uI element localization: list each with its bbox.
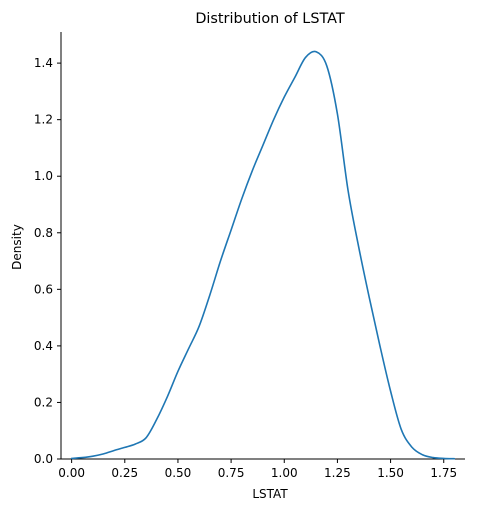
x-tick-label: 0.00: [58, 466, 85, 480]
y-tick-label: 0.6: [34, 282, 53, 296]
x-tick-label: 1.75: [430, 466, 457, 480]
y-axis-title: Density: [10, 224, 24, 270]
x-tick-label: 1.50: [377, 466, 404, 480]
x-tick-label: 0.75: [218, 466, 245, 480]
y-tick-label: 1.0: [34, 169, 53, 183]
y-tick-label: 0.0: [34, 452, 53, 466]
chart-title: Distribution of LSTAT: [195, 11, 345, 27]
y-tick-label: 1.4: [34, 56, 53, 70]
x-axis-title: LSTAT: [252, 487, 288, 501]
plot-area: 0.00 0.25 0.50 0.75 1.00 1.25 1.50 1.75 0.0 0.2 0.…: [34, 32, 465, 480]
y-tick-label: 0.8: [34, 226, 53, 240]
x-tick-label: 0.50: [165, 466, 192, 480]
density-curve-line: [70, 50, 456, 460]
x-tick-label: 0.25: [111, 466, 138, 480]
y-tick-label: 0.2: [34, 395, 53, 409]
y-tick-label: 1.2: [34, 113, 53, 127]
x-tick-label: 1.25: [324, 466, 351, 480]
y-tick-label: 0.4: [34, 339, 53, 353]
x-tick-label: 1.00: [271, 466, 298, 480]
